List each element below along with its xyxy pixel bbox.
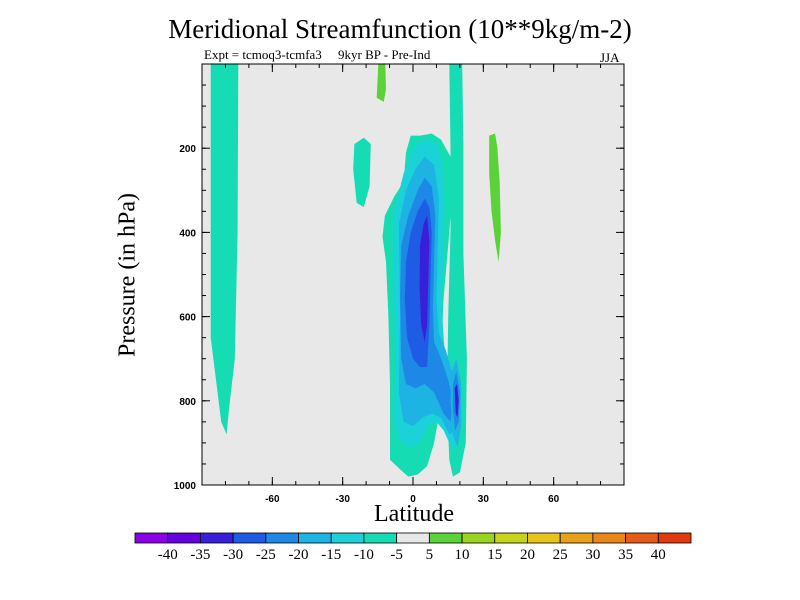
- colorbar-label: 10: [455, 547, 470, 563]
- season-label: JJA: [600, 50, 620, 65]
- colorbar-swatch: [592, 532, 626, 544]
- colorbar-label: 35: [618, 547, 633, 563]
- contour-region-positive-5-10-north: [489, 133, 501, 262]
- contour-region-negative-5-10-mid-south: [353, 137, 371, 208]
- x-tick-label: -30: [335, 494, 350, 505]
- colorbar-swatch: [559, 532, 594, 544]
- colorbar-swatch: [625, 532, 659, 544]
- colorbar-swatch: [167, 532, 201, 544]
- y-tick-label: 600: [179, 313, 196, 324]
- chart-subtitle: Expt = tcmoq3-tcmfa3 9kyr BP - Pre-Ind: [204, 47, 431, 62]
- y-tick-label: 1000: [174, 481, 197, 492]
- contour-region-negative-5-10-south-column: [210, 64, 239, 435]
- colorbar-swatch: [330, 532, 365, 544]
- colorbar-label: 30: [585, 547, 600, 563]
- colorbar-label: -35: [190, 547, 210, 563]
- colorbar-label: 40: [651, 547, 666, 563]
- colorbar-swatch: [527, 532, 561, 544]
- colorbar-label: -20: [289, 547, 309, 563]
- x-tick-label: 60: [548, 494, 560, 505]
- colorbar-label: 20: [520, 547, 535, 563]
- contour-region-negative-30-35: [419, 215, 430, 342]
- colorbar-swatch: [494, 532, 528, 544]
- colorbar-label: -30: [223, 547, 243, 563]
- y-tick-label: 800: [179, 397, 196, 408]
- y-tick-label: 200: [179, 144, 196, 155]
- x-tick-label: 0: [410, 494, 416, 505]
- colorbar-swatch: [428, 532, 463, 544]
- colorbar-label: -40: [158, 547, 178, 563]
- colorbar-label: 5: [426, 547, 434, 563]
- colorbar-label: 15: [487, 547, 502, 563]
- contour-region-negative-30-35-lower: [454, 384, 459, 418]
- colorbar-swatch: [134, 532, 169, 544]
- y-tick-label: 400: [179, 228, 196, 239]
- x-tick-label: 30: [478, 494, 490, 505]
- colorbar-swatch: [200, 532, 234, 544]
- colorbar-label: -25: [256, 547, 276, 563]
- colorbar-swatch: [363, 532, 398, 544]
- colorbar-swatch: [265, 532, 299, 544]
- colorbar-swatch: [298, 532, 332, 544]
- colorbar-swatch: [657, 532, 692, 544]
- colorbar-label: 25: [553, 547, 568, 563]
- x-tick-label: -60: [265, 494, 280, 505]
- colorbar-label: -15: [321, 547, 341, 563]
- colorbar-swatch: [461, 532, 496, 544]
- x-axis-label: Latitude: [374, 501, 454, 527]
- colorbar-swatch: [396, 532, 430, 544]
- chart-title: Meridional Streamfunction (10**9kg/m-2): [168, 14, 632, 44]
- colorbar-swatch: [232, 532, 267, 544]
- contour-region-positive-5-10-high-south: [376, 64, 386, 102]
- colorbar-label: -5: [390, 547, 403, 563]
- colorbar-label: -10: [354, 547, 374, 563]
